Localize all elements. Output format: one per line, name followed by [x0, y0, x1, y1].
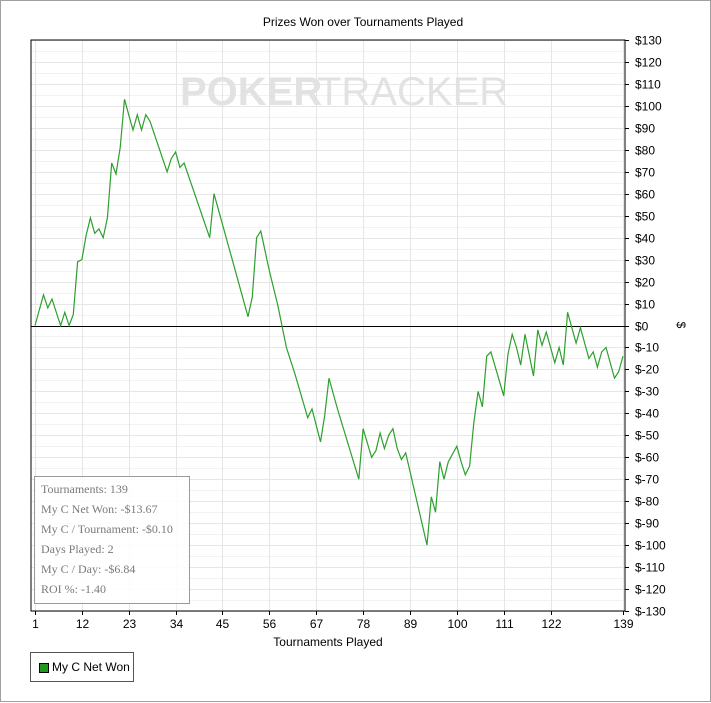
- x-axis: 1 12 23 34 45 56 67 78 89 100 111 122 139: [32, 611, 634, 631]
- y-tick-label: $40: [635, 232, 655, 246]
- series-line-my-c-net-won: [34, 99, 624, 546]
- legend-label: My C Net Won: [52, 660, 130, 674]
- y-axis-label: $: [674, 322, 688, 329]
- y-tick-label: $80: [635, 144, 655, 158]
- stat-per-day: My C / Day: -$6.84: [41, 562, 136, 576]
- y-tick-label: $-60: [635, 451, 659, 465]
- stat-net-won: My C Net Won: -$13.67: [41, 502, 158, 516]
- legend: My C Net Won: [30, 652, 134, 682]
- x-tick-label: 111: [495, 617, 514, 631]
- x-tick-label: 1: [32, 617, 39, 631]
- x-tick-label: 67: [310, 617, 324, 631]
- y-tick-label: $-90: [635, 517, 659, 531]
- y-tick-label: $20: [635, 276, 655, 290]
- stat-roi: ROI %: -1.40: [41, 582, 106, 596]
- x-tick-label: 56: [263, 617, 277, 631]
- x-tick-label: 23: [123, 617, 137, 631]
- x-axis-label: Tournaments Played: [273, 635, 382, 649]
- x-tick-label: 78: [357, 617, 371, 631]
- y-tick-label: $110: [635, 78, 661, 92]
- watermark-right: TRACKER: [317, 70, 508, 114]
- y-tick-label: $-40: [635, 407, 659, 421]
- y-tick-label: $30: [635, 254, 655, 268]
- watermark: POKER TRACKER: [180, 70, 508, 114]
- x-tick-label: 122: [541, 617, 561, 631]
- y-axis: $130 $120 $110 $100 $90 $80 $70 $60 $50 $40 $30 $20…: [625, 34, 666, 619]
- y-tick-label: $-50: [635, 429, 659, 443]
- y-tick-label: $-80: [635, 495, 659, 509]
- chart-title: Prizes Won over Tournaments Played: [263, 15, 463, 29]
- stat-days-played: Days Played: 2: [41, 542, 114, 556]
- x-tick-label: 34: [170, 617, 184, 631]
- y-tick-label: $100: [635, 100, 662, 114]
- y-tick-label: $10: [635, 298, 655, 312]
- y-tick-label: $0: [635, 320, 649, 334]
- watermark-left: POKER: [180, 70, 322, 114]
- y-tick-label: $-10: [635, 341, 659, 355]
- y-tick-label: $70: [635, 166, 655, 180]
- x-tick-label: 100: [447, 617, 467, 631]
- plot-area-border: [30, 39, 626, 612]
- stat-tournaments: Tournaments: 139: [41, 482, 128, 496]
- stat-per-tournament: My C / Tournament: -$0.10: [41, 522, 173, 536]
- y-tick-label: $50: [635, 210, 655, 224]
- legend-swatch: [39, 663, 49, 673]
- y-tick-label: $-110: [635, 561, 665, 575]
- x-tick-label: 139: [613, 617, 633, 631]
- stats-box: Tournaments: 139 My C Net Won: -$13.67 M…: [34, 476, 190, 604]
- y-tick-label: $-120: [635, 583, 666, 597]
- x-tick-label: 89: [404, 617, 418, 631]
- y-tick-label: $60: [635, 188, 655, 202]
- y-tick-label: $90: [635, 122, 655, 136]
- x-tick-label: 45: [216, 617, 230, 631]
- y-tick-label: $-100: [635, 539, 666, 553]
- y-tick-label: $-130: [635, 605, 666, 619]
- y-tick-label: $-30: [635, 385, 659, 399]
- y-tick-label: $-70: [635, 473, 659, 487]
- y-tick-label: $120: [635, 56, 662, 70]
- y-tick-label: $130: [635, 34, 662, 48]
- x-tick-label: 12: [76, 617, 90, 631]
- y-tick-label: $-20: [635, 363, 659, 377]
